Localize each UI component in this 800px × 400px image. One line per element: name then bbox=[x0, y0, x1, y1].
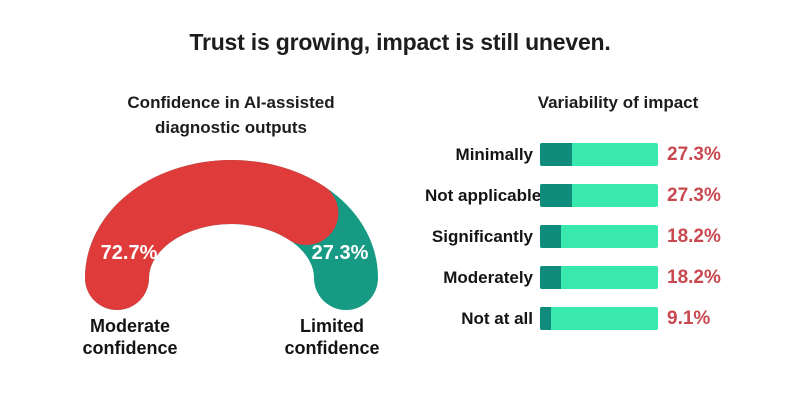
bar-value-label: 18.2% bbox=[667, 266, 721, 288]
bar-track bbox=[540, 143, 658, 166]
bar-category-label: Not applicable bbox=[425, 185, 542, 205]
bar-fill bbox=[540, 225, 562, 248]
bar-row: Significantly 18.2% bbox=[425, 225, 785, 248]
bar-row: Minimally 27.3% bbox=[425, 143, 785, 166]
gauge-label-limited: Limited confidence bbox=[284, 316, 380, 358]
bar-fill bbox=[540, 266, 562, 289]
page-title: Trust is growing, impact is still uneven… bbox=[189, 29, 611, 55]
bar-fill bbox=[540, 184, 573, 207]
gauge-chart-title-line2: diagnostic outputs bbox=[154, 118, 308, 137]
bar-track bbox=[540, 184, 658, 207]
gauge-label-moderate: Moderate confidence bbox=[82, 316, 178, 358]
gauge-value-moderate: 72.7% bbox=[100, 242, 158, 264]
bar-fill bbox=[540, 307, 551, 330]
gauge-chart-title: Confidence in AI-assisted diagnostic out… bbox=[81, 90, 381, 140]
bar-row: Moderately 18.2% bbox=[425, 266, 785, 289]
bar-value-label: 27.3% bbox=[667, 143, 721, 165]
bar-category-label: Moderately bbox=[443, 267, 533, 287]
bar-chart-title: Variability of impact bbox=[537, 93, 699, 112]
bar-category-label: Significantly bbox=[431, 226, 533, 246]
bar-value-label: 27.3% bbox=[667, 184, 721, 206]
gauge-segment-0 bbox=[85, 160, 339, 310]
bar-row: Not at all 9.1% bbox=[425, 307, 785, 330]
bar-track bbox=[540, 266, 658, 289]
bar-value-label: 9.1% bbox=[667, 307, 711, 329]
bar-track bbox=[540, 307, 658, 330]
bar-fill bbox=[540, 143, 573, 166]
bar-value-label: 18.2% bbox=[667, 225, 721, 247]
gauge-value-limited: 27.3% bbox=[311, 242, 369, 264]
gauge-chart-title-line1: Confidence in AI-assisted bbox=[127, 93, 335, 112]
bar-chart: Minimally 27.3% Not applicable 27.3% Sig… bbox=[425, 143, 785, 348]
bar-category-label: Not at all bbox=[461, 308, 533, 328]
bar-row: Not applicable 27.3% bbox=[425, 184, 785, 207]
bar-track bbox=[540, 225, 658, 248]
bar-category-label: Minimally bbox=[455, 144, 533, 164]
